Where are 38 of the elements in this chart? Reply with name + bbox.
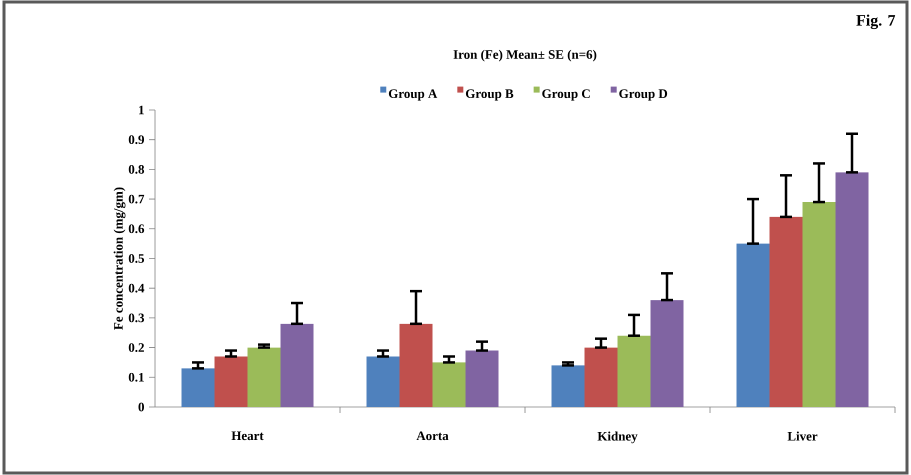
bar: [432, 362, 466, 407]
legend-label: Group A: [388, 89, 438, 101]
bar: [214, 356, 248, 407]
bar: [366, 356, 400, 407]
y-tick-label: 0.2: [128, 343, 144, 352]
legend-label: Group B: [466, 89, 514, 101]
y-tick-label: 0.6: [128, 224, 144, 234]
bar: [466, 350, 499, 407]
legend-label: Group C: [542, 89, 590, 101]
bar: [736, 244, 770, 407]
y-tick-label: 0.9: [128, 135, 144, 144]
chart-title: Iron (Fe) Mean± SE (n=6): [454, 50, 596, 62]
x-tick-label: Heart: [232, 431, 264, 440]
bar: [802, 202, 836, 407]
legend-label: Group D: [619, 89, 668, 101]
bar: [584, 348, 618, 407]
y-tick-label: 0.8: [128, 164, 144, 174]
caption: Fig. 7: [856, 14, 896, 30]
y-tick-label: 0: [138, 402, 144, 412]
y-axis-title: Fe concentration (mg/gm): [114, 187, 126, 330]
y-tick-label: 0.3: [128, 313, 144, 322]
bar: [280, 324, 314, 407]
y-tick-label: 1: [139, 106, 144, 114]
bar: [770, 216, 803, 407]
bar: [650, 300, 684, 407]
x-tick-label: Kidney: [598, 432, 638, 444]
x-tick-label: Liver: [788, 432, 818, 441]
y-tick-label: 0.7: [128, 194, 144, 204]
bar: [836, 172, 869, 407]
bar: [618, 336, 651, 407]
y-tick-label: 0.4: [128, 284, 144, 293]
x-tick-label: Aorta: [416, 432, 448, 440]
y-tick-label: 0.5: [128, 254, 144, 263]
bar: [400, 324, 433, 407]
y-tick-label: 0.1: [128, 372, 144, 382]
bar: [248, 348, 281, 407]
bar: [182, 368, 215, 407]
bar: [552, 365, 585, 407]
